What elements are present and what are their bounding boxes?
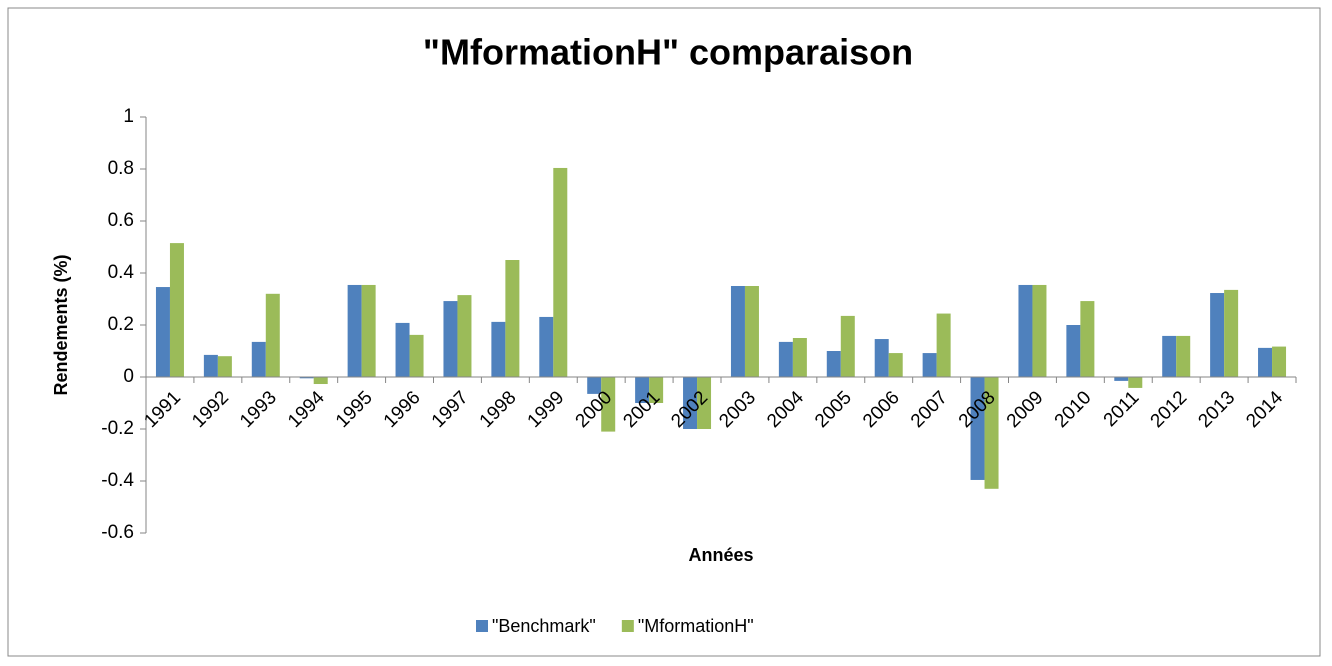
bar (936, 313, 951, 377)
bar (361, 284, 376, 377)
bar (1066, 325, 1081, 377)
bar (457, 295, 472, 377)
bar (635, 377, 650, 403)
y-tick-label: 0.8 (108, 158, 134, 179)
bar (299, 377, 314, 379)
legend-swatch (476, 620, 488, 632)
bar (443, 301, 458, 377)
bar (649, 377, 664, 403)
bar (792, 338, 807, 377)
bar (1272, 346, 1287, 377)
bar (491, 321, 506, 377)
bar (778, 341, 793, 377)
chart-border (7, 7, 1321, 657)
bar (1114, 377, 1129, 381)
y-tick-label: 0.4 (108, 262, 135, 283)
bar (744, 286, 759, 377)
bar (155, 287, 170, 377)
bar (1018, 284, 1033, 377)
y-tick-label: 0.2 (108, 314, 134, 335)
legend-label: "Benchmark" (492, 616, 596, 636)
y-tick-label: 1 (123, 106, 134, 127)
bar (347, 284, 362, 377)
y-tick-label: 0.6 (108, 210, 134, 231)
bar (1080, 301, 1095, 377)
bar (1032, 284, 1047, 377)
bar (169, 243, 184, 377)
bar (683, 377, 698, 429)
y-tick-label: -0.4 (101, 470, 134, 491)
x-axis-label: Années (688, 545, 753, 565)
bar (265, 293, 280, 377)
legend-swatch (621, 620, 634, 632)
bar (1128, 377, 1143, 388)
bar (922, 353, 937, 377)
bar (874, 339, 889, 377)
legend-label: "MformationH" (638, 616, 754, 636)
bar (1210, 293, 1225, 377)
bar (840, 315, 855, 377)
bar (505, 260, 520, 377)
y-tick-label: -0.2 (101, 418, 134, 439)
chart-title: "MformationH" comparaison (423, 32, 913, 73)
bar (313, 377, 328, 385)
y-axis-label: Rendements (%) (51, 254, 71, 395)
bar (395, 322, 410, 377)
bar (1176, 335, 1191, 377)
bar (984, 377, 999, 489)
bar (587, 377, 602, 394)
bar (601, 377, 616, 432)
bar (1258, 347, 1273, 377)
y-tick-label: -0.6 (101, 522, 134, 543)
bar (539, 316, 554, 377)
bar (1224, 289, 1239, 377)
bar (826, 351, 841, 377)
bar (553, 167, 568, 377)
bar (409, 334, 424, 377)
y-tick-label: 0 (123, 366, 134, 387)
bar (251, 341, 266, 377)
bar (970, 377, 985, 480)
bar (217, 356, 232, 377)
bar (1162, 335, 1177, 377)
bar (730, 286, 745, 377)
bar (888, 353, 903, 377)
bar (697, 377, 712, 429)
bar (203, 354, 218, 377)
